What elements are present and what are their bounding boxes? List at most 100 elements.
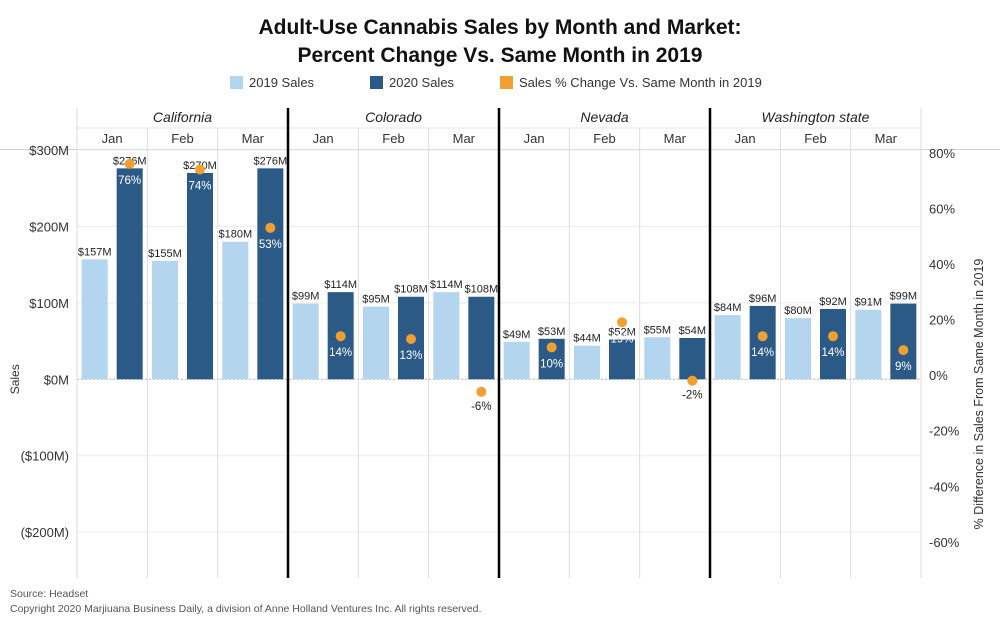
bar-2020-label: $96M (749, 293, 777, 305)
month-label: Jan (102, 131, 123, 146)
pct-change-label: 10% (540, 358, 563, 370)
bar-2020 (468, 296, 495, 380)
pct-change-point (546, 342, 557, 353)
month-label: Jan (735, 131, 756, 146)
source-note: Source: Headset (10, 588, 89, 600)
bar-2019 (152, 260, 178, 380)
pct-change-point (828, 331, 838, 342)
month-label: Feb (171, 131, 193, 146)
pct-change-label: 14% (751, 347, 774, 359)
y-tick-label: ($200M) (21, 525, 69, 540)
bar-2020 (187, 172, 213, 380)
legend-item-2019: 2019 Sales (230, 75, 314, 90)
pct-change-label: 74% (188, 180, 211, 192)
market-header: Washington state (762, 109, 870, 125)
bar-2020-label: $108M (394, 284, 428, 296)
month-label: Mar (875, 131, 898, 146)
bar-2019-label: $157M (78, 246, 112, 258)
y2-tick-label: 60% (929, 201, 955, 216)
bar-2020 (609, 339, 635, 380)
month-label: Mar (242, 131, 265, 146)
bar-2019 (363, 306, 389, 380)
month-label: Feb (804, 131, 826, 146)
legend-label-2020: 2020 Sales (389, 75, 455, 90)
bar-2020-label: $52M (608, 327, 636, 339)
bar-2019 (785, 318, 811, 380)
pct-change-label: 76% (118, 175, 141, 187)
bar-2019-label: $44M (573, 333, 601, 345)
pct-change-label: -2% (682, 390, 702, 402)
bar-2019-label: $95M (362, 294, 390, 306)
bar-2019 (222, 241, 249, 380)
bar-2020 (679, 338, 706, 380)
bar-2019-label: $114M (430, 279, 463, 291)
y-tick-label: ($100M) (21, 449, 69, 464)
bar-2019-label: $55M (644, 324, 672, 336)
bar-2019-label: $49M (503, 329, 531, 341)
pct-change-point (617, 317, 627, 328)
month-label: Mar (664, 131, 687, 146)
y-tick-label: $100M (29, 296, 69, 311)
bar-2019-label: $180M (219, 229, 253, 241)
month-label: Feb (382, 131, 404, 146)
pct-change-point (898, 345, 909, 356)
bar-2019 (433, 292, 460, 380)
legend-swatch-2019 (230, 76, 243, 89)
bar-2019 (855, 309, 882, 380)
bar-2020-label: $114M (324, 279, 357, 291)
pct-change-label: 13% (399, 350, 422, 362)
pct-change-label: 19% (610, 333, 633, 345)
bar-2020 (820, 308, 846, 380)
bar-2020 (749, 305, 776, 380)
market-header: California (153, 109, 212, 125)
bar-2020 (116, 168, 143, 380)
pct-change-label: 53% (259, 239, 282, 251)
copyright-note: Copyright 2020 Marjiuana Business Daily,… (10, 603, 482, 615)
bar-2019 (574, 345, 600, 380)
bar-2020-label: $53M (538, 326, 566, 338)
y-axis-title: Sales (8, 364, 22, 394)
bar-2020 (257, 168, 284, 380)
bar-2019-label: $80M (784, 305, 812, 317)
y2-tick-label: 80% (929, 146, 955, 161)
y2-tick-label: 0% (929, 368, 948, 383)
pct-change-label: 14% (821, 347, 844, 359)
chart-title-line-1: Adult-Use Cannabis Sales by Month and Ma… (258, 16, 742, 39)
chart-title-line-2: Percent Change Vs. Same Month in 2019 (297, 44, 703, 67)
legend-swatch-2020 (370, 76, 383, 89)
bar-2019 (292, 303, 319, 380)
month-label: Mar (453, 131, 476, 146)
bar-2019 (81, 259, 108, 380)
pct-change-point (335, 331, 346, 342)
y2-tick-label: 40% (929, 257, 955, 272)
bar-2019 (714, 315, 741, 380)
pct-change-label: 9% (895, 361, 912, 373)
bar-2019-label: $155M (148, 248, 182, 260)
pct-change-point (265, 222, 276, 233)
month-label: Jan (313, 131, 334, 146)
pct-change-point (687, 375, 698, 386)
legend: 2019 Sales 2020 Sales Sales % Change Vs.… (0, 75, 1000, 95)
month-label: Jan (524, 131, 545, 146)
bar-2019-label: $84M (714, 302, 742, 314)
pct-change-point (124, 158, 135, 169)
bar-2020-label: $54M (679, 325, 707, 337)
legend-label-pct-change: Sales % Change Vs. Same Month in 2019 (519, 75, 762, 90)
legend-swatch-pct-change (500, 76, 513, 89)
market-header: Colorado (365, 109, 422, 125)
pct-change-point (195, 164, 205, 175)
y-tick-label: $0M (44, 372, 69, 387)
legend-item-pct-change: Sales % Change Vs. Same Month in 2019 (500, 75, 762, 90)
y2-tick-label: -40% (929, 479, 960, 494)
y2-tick-label: 20% (929, 313, 955, 328)
y2-tick-label: -20% (929, 424, 960, 439)
pct-change-point (757, 331, 768, 342)
bar-2020 (890, 303, 917, 380)
bar-2020-label: $99M (890, 291, 918, 303)
bar-2020-label: $276M (254, 155, 288, 167)
bar-2020-label: $108M (465, 284, 499, 296)
market-header: Nevada (580, 109, 628, 125)
bar-2019 (644, 337, 671, 380)
